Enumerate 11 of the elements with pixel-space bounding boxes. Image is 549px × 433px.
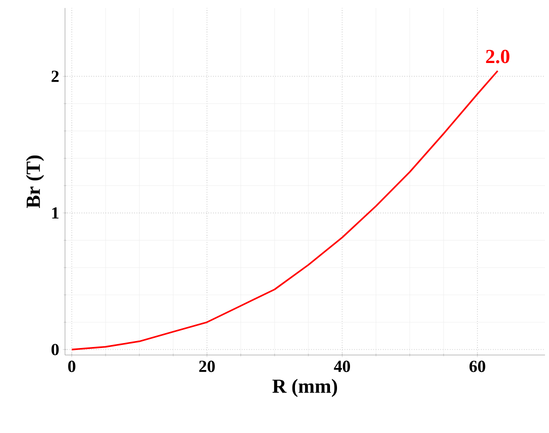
x-axis-title: R (mm) [272,378,338,397]
y-axis-title: Br (T) [26,156,44,208]
y-tick-label: 2 [52,70,59,82]
y-tick-label: 0 [52,344,59,356]
x-tick-label: 20 [199,360,215,372]
x-tick-label: 60 [470,360,486,372]
x-tick-label: 40 [334,360,350,372]
x-tick-label: 0 [68,360,76,372]
y-tick-label: 1 [52,207,58,219]
annotation: 2.0 [486,50,510,64]
line-series [70,70,498,350]
